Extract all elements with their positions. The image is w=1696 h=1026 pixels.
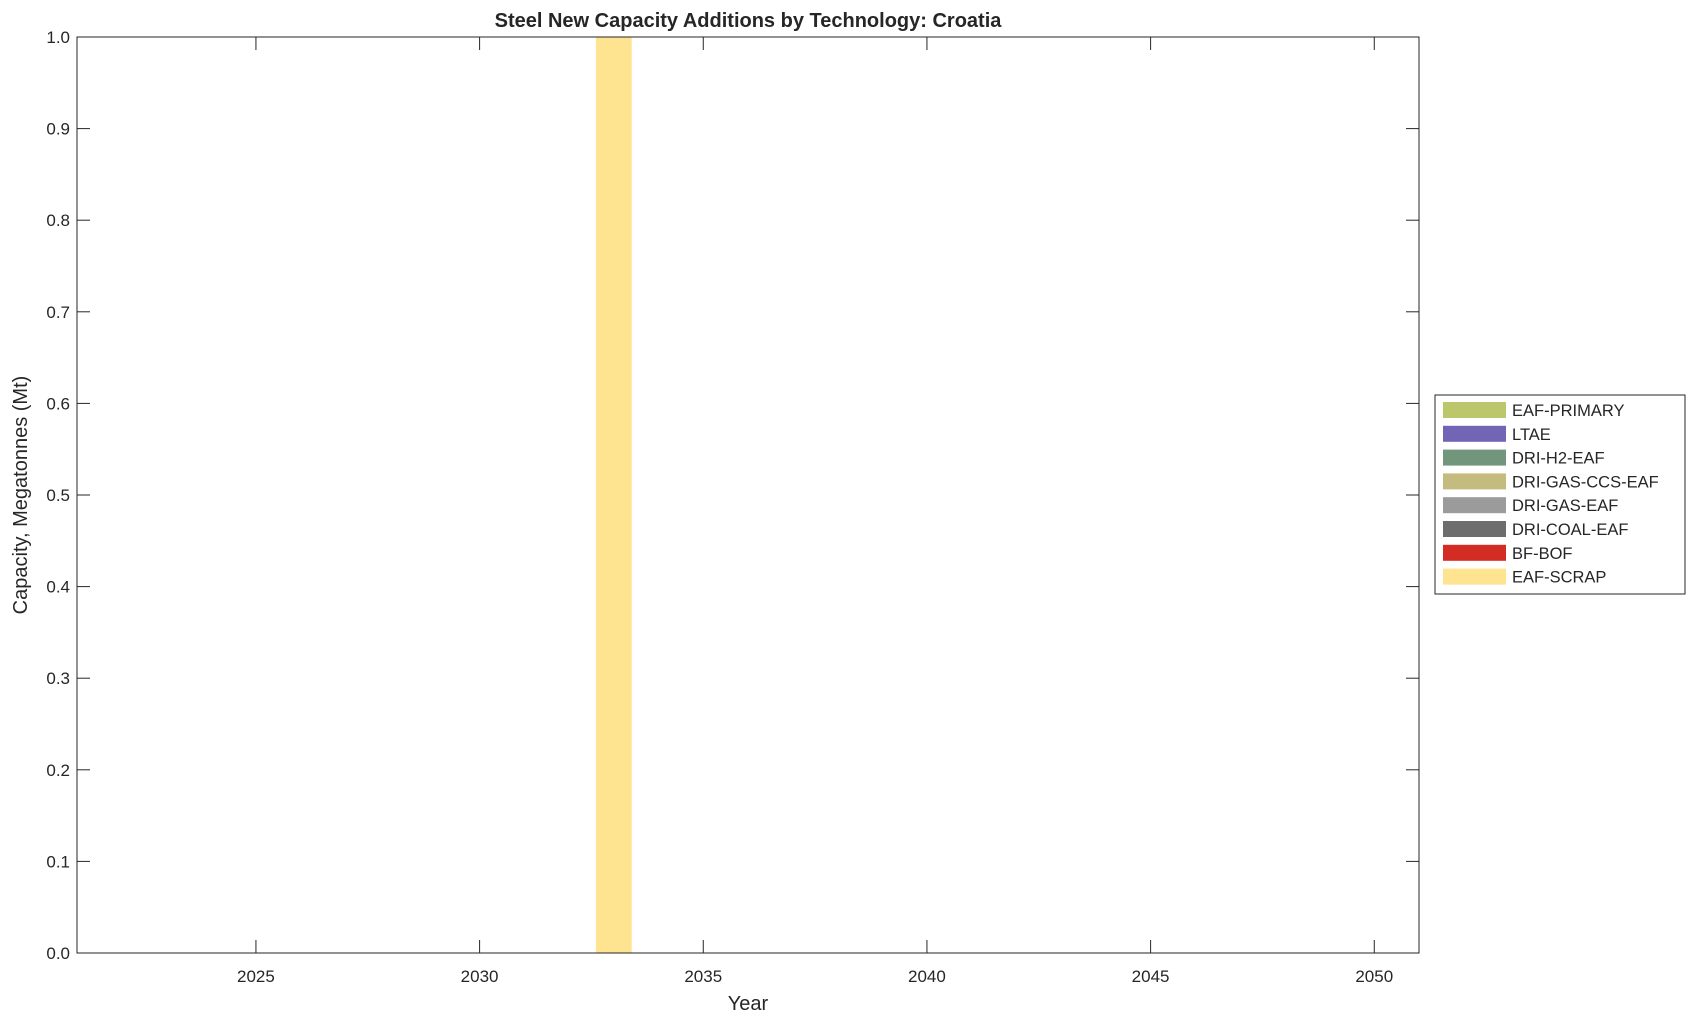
chart-title: Steel New Capacity Additions by Technolo… (495, 10, 1003, 32)
y-tick-label: 0.7 (46, 303, 70, 322)
legend-item: DRI-H2-EAF (1443, 449, 1605, 468)
x-tick-label: 2035 (684, 967, 722, 986)
x-tick-label: 2045 (1132, 967, 1170, 986)
legend-swatch (1443, 497, 1506, 514)
legend-swatch (1443, 449, 1506, 466)
x-tick-label: 2025 (237, 967, 275, 986)
legend-item: BF-BOF (1443, 544, 1573, 563)
y-tick-label: 0.3 (46, 669, 70, 688)
legend-label: DRI-H2-EAF (1512, 450, 1605, 468)
x-tick-label: 2040 (908, 967, 946, 986)
legend-item: EAF-PRIMARY (1443, 402, 1624, 420)
y-tick-label: 0.0 (46, 944, 70, 963)
y-tick-label: 1.0 (46, 28, 70, 47)
legend-label: DRI-GAS-CCS-EAF (1512, 473, 1659, 491)
legend-label: EAF-SCRAP (1512, 569, 1606, 587)
bar-eaf-scrap-2033 (595, 37, 632, 953)
legend-item: EAF-SCRAP (1443, 568, 1606, 587)
legend-item: LTAE (1443, 425, 1551, 444)
x-axis-label: Year (728, 993, 769, 1015)
legend: EAF-PRIMARY LTAE DRI-H2-EAF DRI-GAS-CCS-EAF… (1434, 394, 1686, 595)
y-tick-label: 0.2 (46, 761, 70, 780)
legend-label: LTAE (1512, 426, 1551, 444)
legend-swatch (1443, 402, 1506, 418)
bars (595, 37, 632, 953)
legend-swatch (1443, 568, 1506, 585)
y-axis-label: Capacity, Megatonnes (Mt) (10, 376, 32, 615)
legend-item: DRI-COAL-EAF (1443, 521, 1628, 539)
y-tick-label: 0.4 (46, 578, 70, 597)
y-tick-label: 0.9 (46, 120, 70, 139)
legend-label: EAF-PRIMARY (1512, 402, 1624, 420)
x-tick-label: 2050 (1355, 967, 1393, 986)
x-tick-label: 2030 (461, 967, 499, 986)
legend-label: BF-BOF (1512, 545, 1573, 563)
legend-item: DRI-GAS-CCS-EAF (1443, 473, 1659, 491)
legend-label: DRI-GAS-EAF (1512, 497, 1618, 515)
legend-swatch (1443, 544, 1506, 561)
y-tick-label: 0.5 (46, 486, 70, 505)
legend-box (1434, 394, 1686, 595)
legend-item: DRI-GAS-EAF (1443, 497, 1618, 515)
plot-area-frame (76, 36, 1420, 954)
legend-swatch (1443, 473, 1506, 490)
y-axis: 0.0 0.1 0.2 0.3 0.4 0.5 0.6 0.7 0.8 0.9 1.0 (46, 28, 1419, 963)
legend-label: DRI-COAL-EAF (1512, 521, 1628, 539)
legend-swatch (1443, 521, 1506, 537)
y-tick-label: 0.8 (46, 211, 70, 230)
x-axis: 2025 2030 2035 2040 2045 2050 (237, 37, 1393, 986)
legend-swatch (1443, 425, 1506, 442)
y-tick-label: 0.6 (46, 394, 70, 413)
y-tick-label: 0.1 (46, 852, 70, 871)
